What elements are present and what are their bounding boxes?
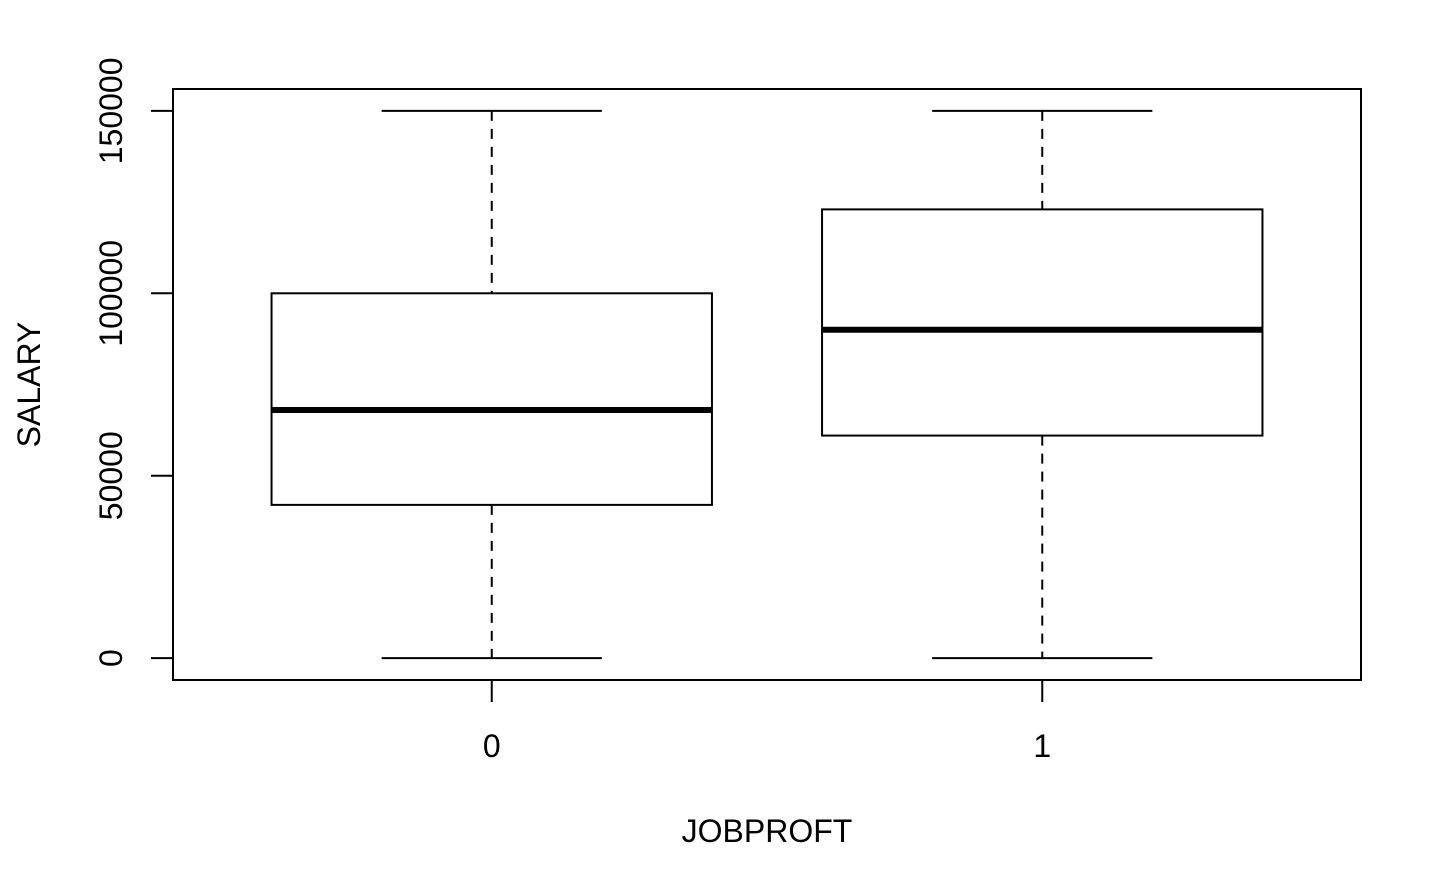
y-tick-label: 150000 <box>93 57 129 164</box>
y-tick-label: 0 <box>93 649 129 667</box>
y-axis-label: SALARY <box>11 322 47 448</box>
x-axis-label: JOBPROFT <box>682 813 853 849</box>
y-tick-label: 100000 <box>93 240 129 347</box>
iqr-box <box>821 208 1264 437</box>
y-axis: 0 50000 100000 150000 <box>93 57 174 667</box>
x-tick-label: 1 <box>1033 728 1051 764</box>
box-1 <box>821 109 1264 660</box>
boxes <box>270 109 1264 660</box>
x-tick-label: 0 <box>483 728 501 764</box>
iqr-box <box>270 292 713 506</box>
y-tick-label: 50000 <box>93 431 129 520</box>
box-0 <box>270 109 713 660</box>
